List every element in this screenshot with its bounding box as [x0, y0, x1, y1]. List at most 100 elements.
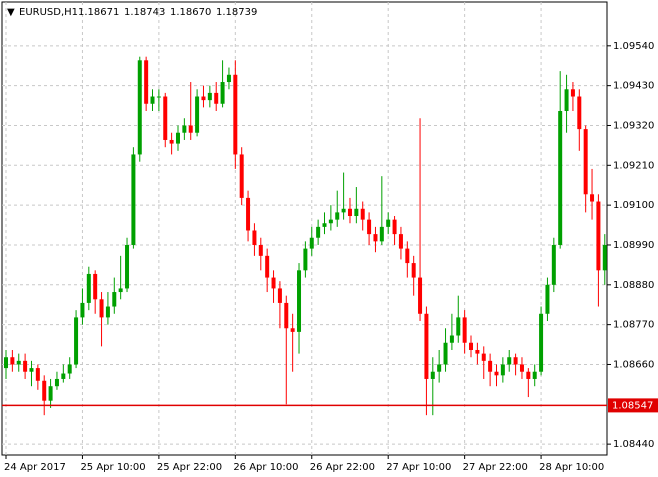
candle-body: [233, 74, 238, 155]
candle-body: [398, 234, 403, 249]
candle-body: [35, 368, 40, 381]
candle-body: [570, 89, 575, 97]
candle-body: [10, 357, 15, 365]
candle-body: [169, 139, 174, 144]
candle-body: [577, 96, 582, 130]
candle-body: [182, 125, 187, 133]
candle-body: [284, 302, 289, 329]
candle-body: [226, 74, 231, 83]
candle-body: [80, 302, 85, 318]
candle-body: [545, 284, 550, 314]
candle-body: [539, 313, 544, 372]
candle-body: [131, 154, 136, 245]
candle-body: [500, 364, 505, 376]
y-tick-label: 1.09540: [613, 41, 654, 52]
candle-body: [551, 244, 556, 285]
header-close: 1.18739: [216, 7, 257, 18]
candle-body: [602, 244, 607, 271]
candle-body: [558, 110, 563, 245]
candle-body: [144, 60, 149, 104]
candle-body: [309, 237, 314, 249]
candle-body: [201, 96, 206, 101]
plot-frame: [1, 1, 608, 456]
candle-body: [335, 212, 340, 220]
candle-body: [494, 371, 499, 376]
candle-body: [125, 244, 130, 289]
candle-body: [443, 342, 448, 365]
candle-body: [564, 89, 569, 111]
candle-body: [188, 125, 193, 133]
candle-body: [4, 357, 8, 369]
y-tick-label: 1.08770: [613, 320, 654, 331]
x-tick-label: 26 Apr 10:00: [233, 462, 298, 473]
candle-body: [42, 380, 47, 401]
candle-body: [54, 378, 59, 387]
candle-body: [163, 96, 168, 140]
plot-layer: [2, 2, 607, 455]
candle-body: [137, 60, 142, 155]
x-tick-label: 27 Apr 22:00: [463, 462, 528, 473]
candle-body: [290, 328, 295, 332]
x-tick-label: 25 Apr 22:00: [157, 462, 222, 473]
candle-body: [341, 208, 346, 213]
candle-body: [195, 96, 200, 133]
candle-body: [475, 349, 480, 354]
candle-body: [469, 342, 474, 350]
candle-body: [16, 360, 21, 365]
candle-body: [150, 96, 155, 104]
candle-body: [277, 288, 282, 303]
x-tick-label: 28 Apr 10:00: [539, 462, 604, 473]
y-tick-label: 1.08440: [613, 439, 654, 450]
candle-body: [405, 248, 410, 264]
candle-body: [424, 313, 429, 379]
candle-body: [99, 299, 104, 318]
y-tick-label: 1.08880: [613, 280, 654, 291]
candle-body: [590, 194, 595, 202]
y-tick-label: 1.08990: [613, 240, 654, 251]
candle-body: [596, 201, 601, 271]
candle-body: [316, 226, 321, 238]
candle-body: [322, 223, 327, 227]
candle-body: [246, 197, 251, 231]
y-tick-label: 1.09210: [613, 160, 654, 171]
candle-body: [207, 92, 212, 101]
y-tick-label: 1.09100: [613, 200, 654, 211]
candle-body: [156, 96, 161, 98]
candle-body: [437, 364, 442, 372]
candle-body: [271, 277, 276, 289]
candle-body: [347, 208, 352, 217]
candle-body: [456, 317, 461, 336]
candle-body: [367, 219, 372, 235]
candle-body: [303, 248, 308, 271]
candle-body: [488, 360, 493, 372]
candle-body: [252, 230, 257, 245]
candle-body: [354, 208, 359, 217]
header-high: 1.18743: [124, 7, 165, 18]
x-tick-label: 25 Apr 10:00: [80, 462, 145, 473]
candle-body: [297, 270, 302, 332]
candle-body: [526, 371, 531, 379]
candle-body: [93, 273, 98, 300]
y-tick-label: 1.08660: [613, 359, 654, 370]
candle-body: [220, 82, 225, 104]
menu-arrow[interactable]: ▼: [7, 7, 15, 18]
price-label-bg: [608, 398, 658, 413]
candle-body: [386, 219, 391, 227]
candle-body: [48, 386, 53, 401]
candle-body: [214, 92, 219, 104]
candle-body: [462, 317, 467, 343]
candle-body: [86, 273, 91, 303]
header-open: 1.18671: [78, 7, 119, 18]
candle-body: [239, 154, 244, 198]
x-tick-label: 24 Apr 2017: [4, 462, 66, 473]
candle-body: [481, 353, 486, 361]
header-low: 1.18670: [170, 7, 211, 18]
y-tick-label: 1.09320: [613, 120, 654, 131]
candle-body: [61, 373, 66, 379]
candle-body: [392, 219, 397, 235]
candle-body: [360, 208, 365, 220]
candle-body: [513, 357, 518, 365]
candle-body: [449, 335, 454, 343]
